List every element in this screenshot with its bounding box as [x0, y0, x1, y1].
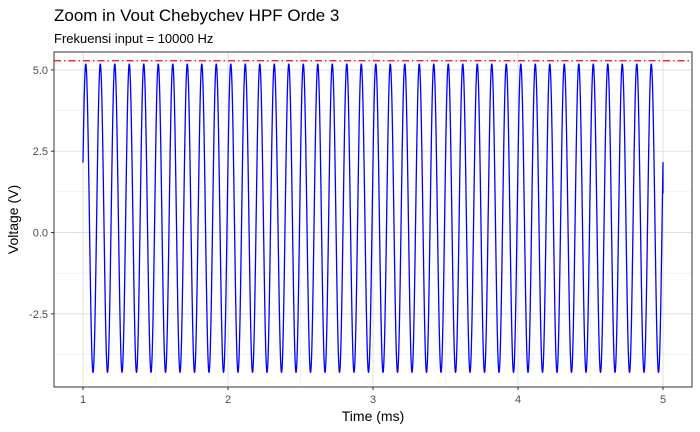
- x-axis: 1 2 3 4 5: [80, 387, 666, 406]
- x-tick-label: 1: [80, 394, 86, 406]
- y-axis-title: Voltage (V): [5, 185, 21, 254]
- y-tick-label: -2.5: [29, 309, 48, 321]
- x-tick-label: 3: [370, 394, 376, 406]
- x-tick-label: 5: [660, 394, 666, 406]
- y-tick-label: 0.0: [33, 228, 48, 240]
- chart-subtitle: Frekuensi input = 10000 Hz: [54, 31, 213, 46]
- x-axis-title: Time (ms): [342, 408, 404, 424]
- y-tick-label: 5.0: [33, 65, 48, 77]
- series-group: [82, 63, 664, 374]
- series-line: [82, 63, 664, 374]
- x-tick-label: 4: [515, 394, 521, 406]
- chart-title: Zoom in Vout Chebychev HPF Orde 3: [54, 6, 339, 25]
- y-tick-label: 2.5: [33, 146, 48, 158]
- y-axis: -2.5 0.0 2.5 5.0: [29, 65, 54, 321]
- x-tick-label: 2: [225, 394, 231, 406]
